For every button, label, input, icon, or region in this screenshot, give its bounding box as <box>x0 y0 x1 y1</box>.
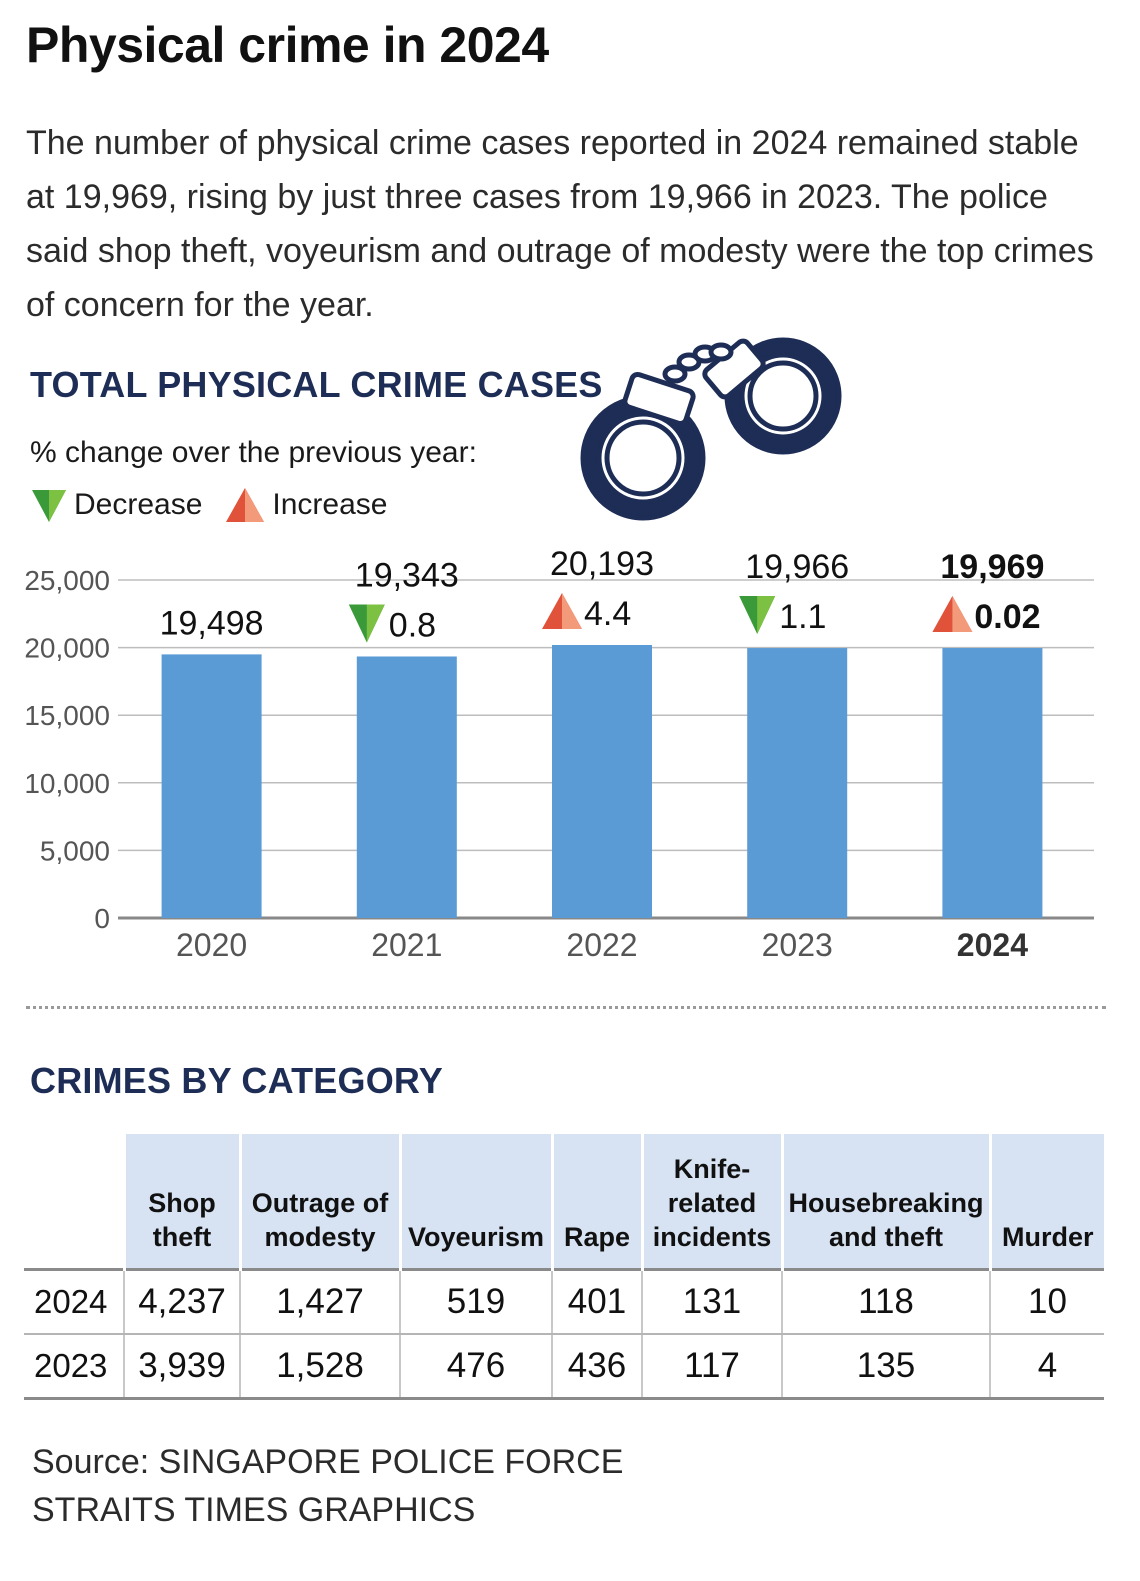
x-tick-label: 2021 <box>371 927 442 963</box>
column-header: Shop theft <box>122 1134 240 1270</box>
column-header-line: and theft <box>829 1222 943 1252</box>
decrease-triangle-highlight <box>757 596 776 635</box>
table-cell: 436 <box>551 1334 642 1400</box>
bar-value-label: 19,343 <box>355 556 459 594</box>
column-header-line: Murder <box>1001 1222 1094 1252</box>
credit-line: STRAITS TIMES GRAPHICS <box>32 1491 476 1529</box>
handcuffs-icon <box>580 337 842 521</box>
bar <box>552 644 652 918</box>
column-header-line: related <box>667 1188 757 1218</box>
table-cell: 1,528 <box>239 1334 400 1400</box>
legend-caption: % change over the previous year: <box>30 436 477 469</box>
column-header: Outrage of modesty <box>238 1134 400 1270</box>
table-header-row: Shop theft Outrage of modesty Voyeurism Rape K… <box>24 1134 1104 1270</box>
column-header: Voyeurism <box>398 1134 552 1270</box>
increase-triangle-highlight <box>562 592 582 629</box>
page-title: Physical crime in 2024 <box>26 17 549 73</box>
category-heading: CRIMES BY CATEGORY <box>30 1060 443 1101</box>
table-cell: 118 <box>781 1268 990 1335</box>
total-cases-bar-chart: 0 5,000 10,000 15,000 20,000 25,000 19,498 2020… <box>24 545 1094 963</box>
y-tick-label: 5,000 <box>40 835 110 866</box>
table-cell: 4,237 <box>123 1268 240 1335</box>
column-header: Murder <box>988 1134 1104 1270</box>
column-header: Rape <box>550 1134 642 1270</box>
percent-change-label: 1.1 <box>779 598 826 636</box>
bar-value-label: 20,193 <box>550 545 654 583</box>
column-header-line: incidents <box>652 1222 772 1252</box>
x-tick-label: 2023 <box>762 927 833 963</box>
percent-change-label: 0.8 <box>389 606 436 644</box>
percent-change-label: 4.4 <box>584 595 631 633</box>
legend-increase-label: Increase <box>272 488 388 521</box>
table-cell: 135 <box>781 1334 990 1400</box>
column-header: Housebreaking and theft <box>780 1134 990 1270</box>
y-tick-label: 0 <box>94 903 110 934</box>
row-year: 2024 <box>24 1268 124 1335</box>
table-cell: 3,939 <box>123 1334 240 1400</box>
legend: Decrease Increase <box>30 486 409 524</box>
column-header-line: Shop <box>148 1188 216 1218</box>
decrease-triangle-highlight <box>366 604 385 643</box>
bar-value-label: 19,966 <box>745 548 849 586</box>
section-divider <box>26 1006 1106 1009</box>
bar-value-label: 19,498 <box>160 604 264 642</box>
column-header-line: Knife- <box>673 1154 751 1184</box>
table-cell: 401 <box>551 1268 642 1335</box>
table-cell: 1,427 <box>239 1268 400 1335</box>
column-header-line: Housebreaking <box>788 1188 984 1218</box>
bar <box>942 648 1043 918</box>
column-header-line: modesty <box>264 1222 376 1252</box>
bar <box>161 654 262 918</box>
column-header-line: Outrage of <box>251 1188 389 1218</box>
table-cell: 117 <box>641 1334 782 1400</box>
legend-increase: Increase <box>224 486 387 524</box>
table-cell: 519 <box>399 1268 552 1335</box>
bar <box>747 648 848 918</box>
legend-decrease: Decrease <box>30 486 202 524</box>
y-tick-label: 10,000 <box>24 768 110 799</box>
header-blank-cell <box>24 1134 124 1270</box>
intro-paragraph: The number of physical crime cases repor… <box>26 124 1094 324</box>
x-tick-label: 2020 <box>176 927 247 963</box>
bar <box>356 656 457 918</box>
increase-triangle-icon <box>226 488 265 522</box>
column-header: Knife-related incidents <box>640 1134 782 1270</box>
percent-change-label: 0.02 <box>974 598 1040 636</box>
table-cell: 476 <box>399 1334 552 1400</box>
table-row: 2024 4,237 1,427 519 401 131 118 10 <box>24 1268 1104 1335</box>
table-cell: 10 <box>989 1268 1104 1335</box>
source-line: Source: SINGAPORE POLICE FORCE <box>32 1443 624 1481</box>
x-tick-label: 2022 <box>566 927 637 963</box>
column-header-line: Rape <box>563 1222 631 1252</box>
table-cell: 131 <box>641 1268 782 1335</box>
y-tick-label: 15,000 <box>24 700 110 731</box>
table-row: 2023 3,939 1,528 476 436 117 135 4 <box>24 1334 1104 1400</box>
table-cell: 4 <box>989 1334 1104 1400</box>
source-credit: Source: SINGAPORE POLICE FORCE STRAITS T… <box>32 1438 623 1534</box>
decrease-triangle-icon <box>32 490 66 522</box>
row-year: 2023 <box>24 1334 124 1400</box>
total-cases-heading: TOTAL PHYSICAL CRIME CASES <box>30 364 603 405</box>
legend-decrease-label: Decrease <box>74 488 203 521</box>
column-header-line: Voyeurism <box>407 1222 545 1252</box>
x-tick-label: 2024 <box>957 927 1028 963</box>
increase-triangle-highlight <box>952 596 973 633</box>
bar-value-label: 19,969 <box>940 548 1044 586</box>
crimes-by-category-table: Shop theft Outrage of modesty Voyeurism Rape K… <box>24 1134 1104 1400</box>
y-tick-label: 25,000 <box>24 565 110 596</box>
y-tick-label: 20,000 <box>24 633 110 664</box>
column-header-line: theft <box>152 1222 212 1252</box>
